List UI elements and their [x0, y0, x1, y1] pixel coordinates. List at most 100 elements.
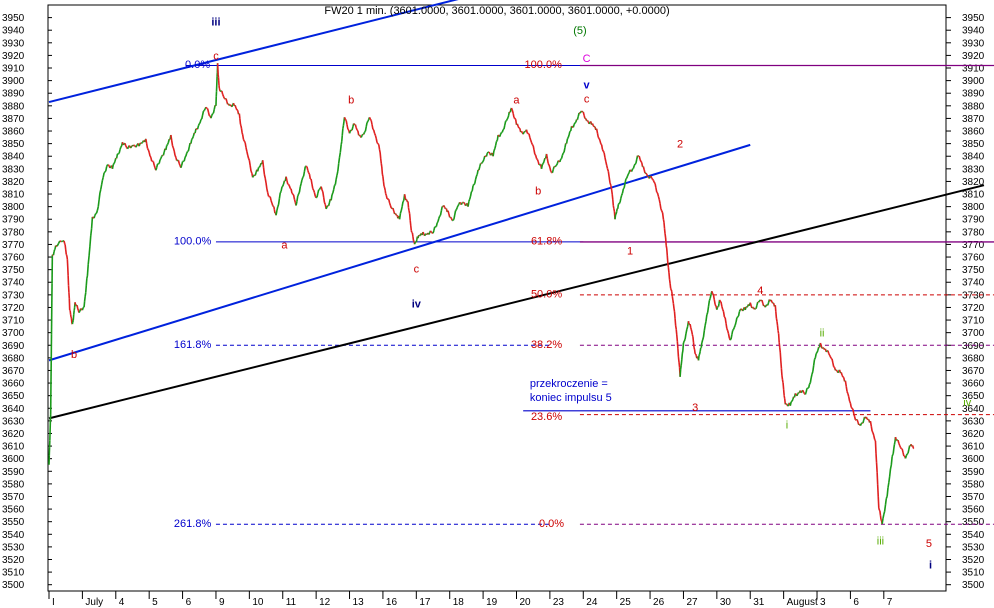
price-segment: [160, 156, 163, 159]
y-tick-label-right: 3820: [962, 177, 985, 188]
price-segment: [627, 172, 630, 175]
price-segment: [228, 104, 231, 107]
price-segment: [771, 301, 774, 304]
price-segment: [642, 166, 645, 171]
price-segment: [489, 153, 493, 156]
price-segment: [485, 152, 489, 157]
price-segment: [212, 109, 216, 114]
x-tick-label: 7: [887, 597, 893, 608]
price-segment: [770, 299, 773, 303]
price-segment: [83, 296, 86, 302]
price-segment: [625, 177, 628, 180]
price-segment: [258, 165, 261, 168]
price-segment: [152, 161, 155, 166]
price-segment: [547, 163, 550, 166]
price-segment: [382, 181, 385, 187]
price-segment: [873, 435, 876, 440]
price-segment: [242, 139, 246, 142]
price-segment: [335, 174, 338, 180]
price-segment: [842, 376, 845, 379]
price-segment: [370, 120, 373, 125]
price-segment: [191, 137, 194, 140]
y-tick-label-left: 3790: [2, 215, 25, 226]
price-segment: [383, 185, 386, 188]
price-segment: [456, 205, 459, 208]
price-segment: [240, 125, 243, 129]
price-segment: [302, 175, 305, 178]
price-segment: [405, 199, 408, 201]
price-segment: [672, 299, 675, 304]
price-segment: [235, 107, 238, 111]
y-tick-label-right: 3880: [962, 101, 985, 112]
price-segment: [363, 130, 366, 133]
price-segment: [689, 323, 692, 328]
price-segment: [483, 155, 486, 160]
y-tick-label-right: 3930: [962, 38, 985, 49]
annotation-label: ii: [820, 328, 825, 340]
price-segment: [100, 180, 104, 186]
price-segment: [677, 356, 680, 363]
price-segment: [409, 220, 412, 226]
price-segment: [270, 200, 273, 204]
price-segment: [528, 133, 531, 138]
price-segment: [313, 192, 317, 197]
price-segment: [835, 369, 838, 372]
price-segment: [412, 236, 415, 241]
y-tick-label-right: 3890: [962, 89, 985, 100]
price-segment: [76, 308, 80, 311]
price-segment: [376, 142, 379, 145]
price-segment: [684, 333, 687, 340]
price-segment: [778, 347, 782, 353]
price-segment: [93, 215, 96, 219]
price-segment: [380, 163, 383, 168]
price-segment: [702, 330, 706, 338]
price-segment: [124, 143, 127, 147]
y-tick-label-left: 3750: [2, 265, 25, 276]
price-segment: [778, 342, 781, 348]
price-segment: [249, 165, 252, 172]
price-segment: [534, 155, 538, 159]
y-tick-label-right: 3760: [962, 253, 985, 264]
price-segment: [272, 205, 274, 207]
price-segment: [256, 167, 260, 172]
price-segment: [453, 214, 456, 220]
y-tick-label-left: 3610: [2, 442, 25, 453]
price-segment: [624, 179, 627, 184]
y-tick-label-right: 3940: [962, 26, 985, 37]
price-segment: [622, 187, 625, 190]
price-segment: [827, 350, 830, 354]
price-segment: [725, 323, 728, 329]
y-tick-label-left: 3510: [2, 568, 25, 579]
price-segment: [379, 152, 382, 159]
price-segment: [240, 128, 243, 133]
price-segment: [412, 240, 415, 242]
price-segment: [693, 349, 696, 354]
price-segment: [206, 108, 210, 113]
price-segment: [76, 305, 79, 309]
price-segment: [665, 245, 668, 249]
price-segment: [337, 157, 341, 164]
price-segment: [279, 191, 282, 194]
y-tick-label-left: 3800: [2, 202, 25, 213]
y-tick-label-left: 3640: [2, 404, 25, 415]
price-segment: [780, 360, 783, 369]
y-tick-label-left: 3620: [2, 429, 25, 440]
y-tick-label-left: 3820: [2, 177, 25, 188]
price-segment: [735, 317, 738, 323]
y-tick-label-left: 3850: [2, 139, 25, 150]
price-segment: [892, 448, 895, 454]
price-segment: [122, 143, 125, 146]
price-segment: [103, 171, 106, 174]
price-segment: [555, 163, 559, 166]
price-segment: [96, 206, 100, 211]
price-segment: [845, 386, 848, 392]
price-segment: [175, 157, 178, 161]
price-segment: [669, 283, 672, 289]
price-segment: [910, 443, 913, 447]
price-segment: [161, 154, 164, 157]
trend-line: [48, 184, 985, 420]
annotation-label: c: [584, 93, 590, 105]
price-segment: [860, 422, 863, 425]
price-segment: [561, 152, 564, 156]
price-series: [48, 63, 915, 525]
